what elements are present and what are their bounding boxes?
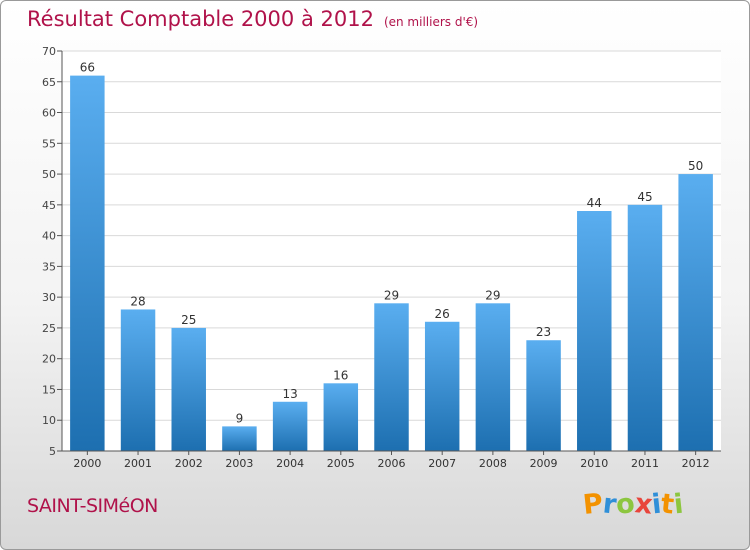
bar-value-label: 29 xyxy=(485,288,500,302)
y-tick-label: 20 xyxy=(42,353,56,366)
x-tick-label: 2009 xyxy=(530,457,558,470)
bar xyxy=(272,401,308,451)
bar-value-label: 29 xyxy=(384,288,399,302)
y-tick-label: 45 xyxy=(42,199,56,212)
bar xyxy=(171,327,206,451)
bar-value-label: 26 xyxy=(435,307,450,321)
bar xyxy=(627,204,663,451)
bar xyxy=(526,340,561,451)
y-tick-label: 50 xyxy=(42,168,56,181)
bar xyxy=(678,174,713,452)
y-tick-label: 55 xyxy=(42,137,56,150)
chart-title: Résultat Comptable 2000 à 2012 (en millie… xyxy=(27,7,478,31)
bar xyxy=(475,303,511,451)
x-tick-label: 2004 xyxy=(276,457,304,470)
y-tick-label: 25 xyxy=(42,322,56,335)
bar-value-label: 28 xyxy=(130,294,145,308)
proxiti-logo: Proxiti xyxy=(581,488,686,521)
y-tick-label: 65 xyxy=(42,76,56,89)
bar xyxy=(70,75,105,451)
bar-value-label: 13 xyxy=(282,387,297,401)
bar xyxy=(374,303,409,451)
logo-letter: i xyxy=(672,488,686,521)
y-tick-label: 15 xyxy=(42,383,56,396)
y-tick-label: 10 xyxy=(42,414,56,427)
x-tick-label: 2010 xyxy=(580,457,608,470)
x-tick-label: 2001 xyxy=(124,457,152,470)
bar xyxy=(577,211,612,451)
y-tick-label: 5 xyxy=(49,445,56,458)
y-tick-label: 35 xyxy=(42,260,56,273)
y-tick-label: 40 xyxy=(42,230,56,243)
bar xyxy=(120,309,156,451)
x-tick-label: 2008 xyxy=(479,457,507,470)
bar-value-label: 25 xyxy=(181,313,196,327)
bar xyxy=(222,426,257,451)
chart-title-text: Résultat Comptable 2000 à 2012 xyxy=(27,7,374,31)
y-tick-label: 60 xyxy=(42,107,56,120)
bar-value-label: 23 xyxy=(536,325,551,339)
bar-value-label: 44 xyxy=(587,196,602,210)
x-tick-label: 2012 xyxy=(682,457,710,470)
chart-subtitle: (en milliers d'€) xyxy=(383,15,479,29)
x-tick-label: 2007 xyxy=(428,457,456,470)
bar-value-label: 66 xyxy=(80,61,95,75)
bar xyxy=(424,321,460,451)
bar xyxy=(323,383,359,451)
x-tick-label: 2011 xyxy=(631,457,659,470)
bar-value-label: 9 xyxy=(236,411,244,425)
commune-name: SAINT-SIMéON xyxy=(27,495,158,517)
y-tick-label: 30 xyxy=(42,291,56,304)
x-tick-label: 2002 xyxy=(175,457,203,470)
x-tick-label: 2003 xyxy=(225,457,253,470)
x-tick-label: 2006 xyxy=(378,457,406,470)
y-tick-label: 70 xyxy=(42,45,56,58)
bar-value-label: 45 xyxy=(637,190,652,204)
bar-value-label: 50 xyxy=(688,159,703,173)
x-tick-label: 2005 xyxy=(327,457,355,470)
bar-value-label: 16 xyxy=(333,368,348,382)
x-tick-label: 2000 xyxy=(73,457,101,470)
